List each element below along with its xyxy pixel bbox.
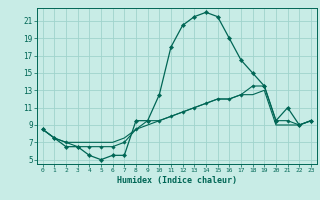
X-axis label: Humidex (Indice chaleur): Humidex (Indice chaleur): [117, 176, 237, 185]
